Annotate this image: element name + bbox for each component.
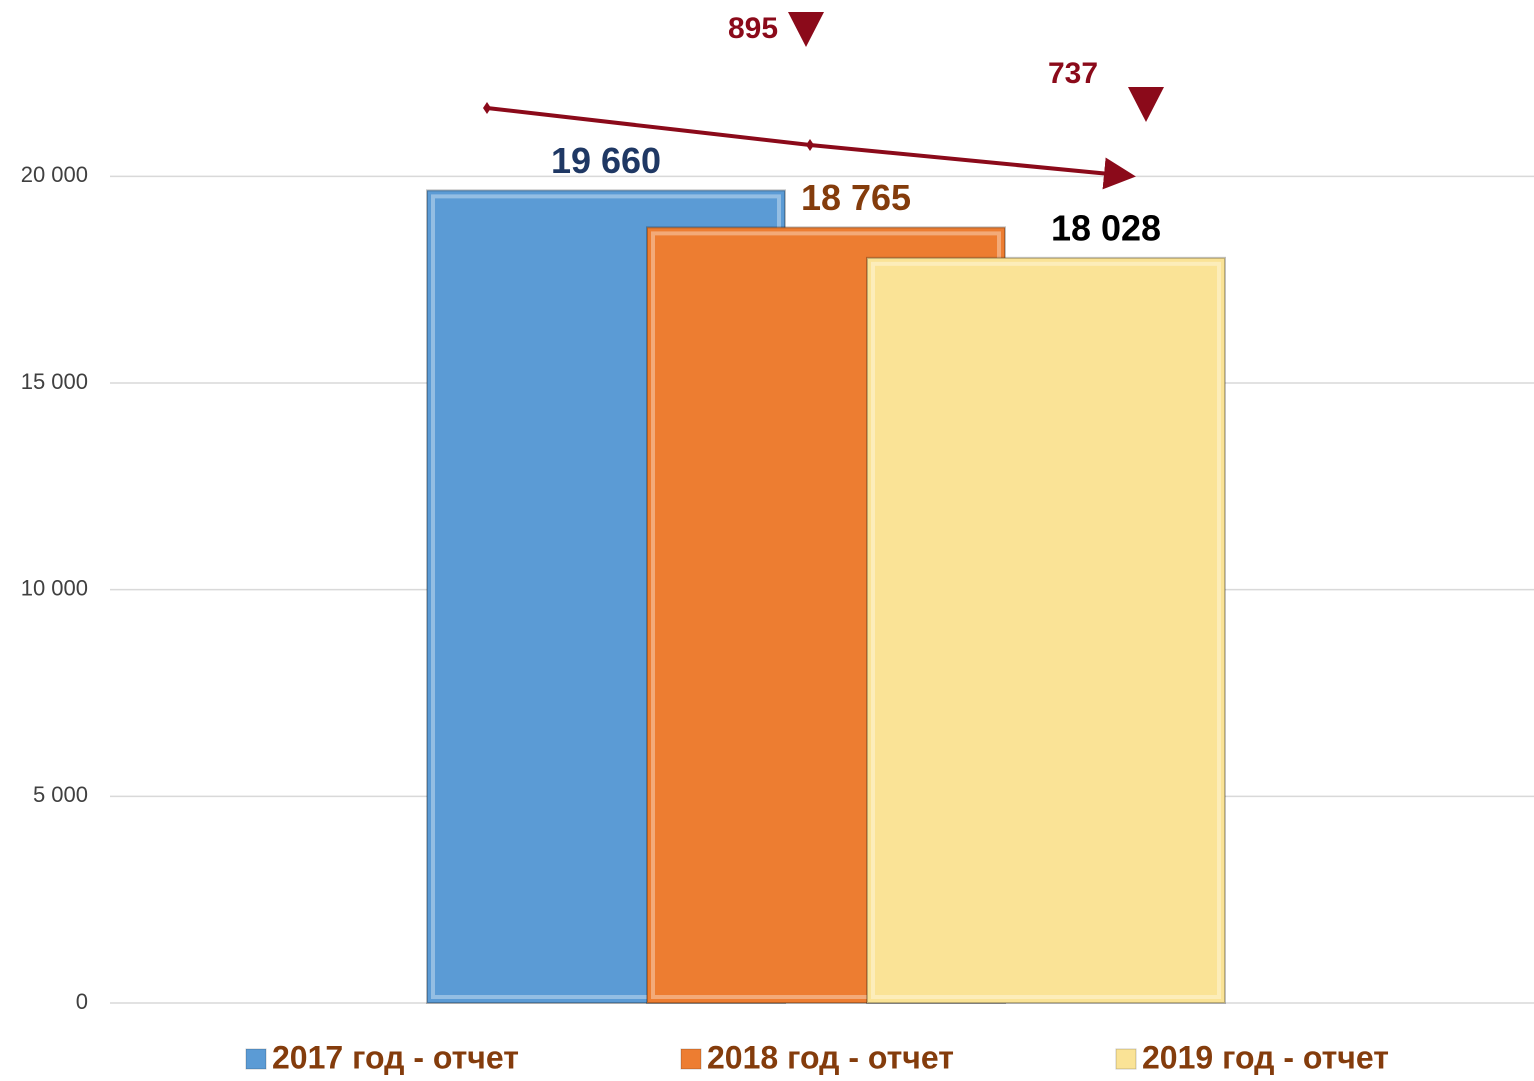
down-triangle [1128,87,1164,122]
bar-bevel [871,261,1221,999]
y-tick-label: 10 000 [21,575,88,600]
bars [426,189,1226,1005]
y-tick-label: 0 [76,989,88,1014]
labels: 0 5 000 10 000 15 000 20 000 19 660 2017 год -… [21,12,1389,1076]
legend-swatch [680,1048,702,1070]
legend-label: 2018 год - отчет [707,1039,954,1075]
value-label: 18 765 [801,177,911,218]
y-tick-label: 5 000 [33,782,88,807]
annotation: 895 [728,12,778,45]
legend-label: 2019 год - отчет [1142,1039,1389,1075]
value-label: 19 660 [551,140,661,181]
y-tick-label: 15 000 [21,369,88,394]
legend-swatch [245,1048,267,1070]
y-tick-label: 20 000 [21,162,88,187]
annotation: 737 [1048,57,1098,90]
value-label: 18 028 [1051,207,1161,248]
legend-label: 2017 год - отчет [272,1039,519,1075]
bar [866,256,1226,1004]
down-triangle [788,12,824,47]
legend-swatch [1115,1048,1137,1070]
